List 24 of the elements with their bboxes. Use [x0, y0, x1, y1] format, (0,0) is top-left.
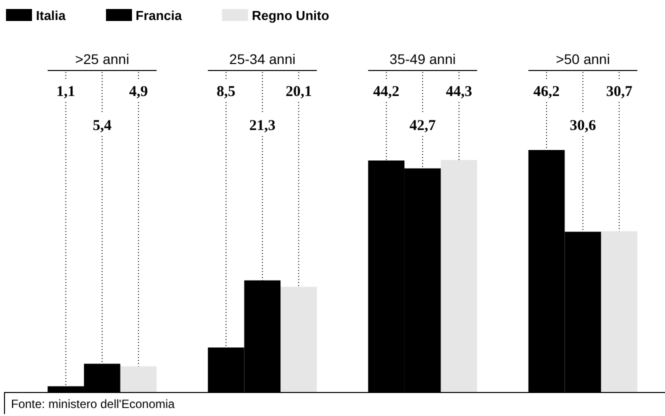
data-label: 1,1: [56, 84, 76, 100]
data-label: 21,3: [249, 118, 276, 134]
data-label: 4,9: [129, 84, 148, 100]
source-note: Fonte: ministero dell'Economia: [11, 397, 176, 411]
data-label: 5,4: [92, 118, 112, 134]
data-label: 42,7: [410, 118, 436, 134]
x-tick-label: >25 anni: [75, 51, 130, 67]
legend-label: Italia: [36, 8, 66, 22]
data-label: 46,2: [533, 84, 560, 100]
data-label: 30,6: [570, 118, 596, 134]
bar: [280, 286, 317, 392]
legend-label: Francia: [136, 8, 182, 22]
x-tick-label: 35-49 anni: [390, 51, 456, 67]
data-label: 30,7: [606, 84, 633, 100]
x-tick-label: 25-34 anni: [229, 51, 296, 67]
legend-label: Regno Unito: [252, 8, 330, 22]
data-label: 44,2: [373, 84, 400, 100]
data-label: 20,1: [286, 84, 312, 100]
data-label: 44,3: [446, 84, 472, 100]
bar: [601, 231, 638, 392]
x-tick-label: >50 anni: [556, 51, 610, 67]
bar: [120, 366, 157, 392]
data-label: 8,5: [216, 84, 236, 100]
bar: [440, 160, 478, 392]
